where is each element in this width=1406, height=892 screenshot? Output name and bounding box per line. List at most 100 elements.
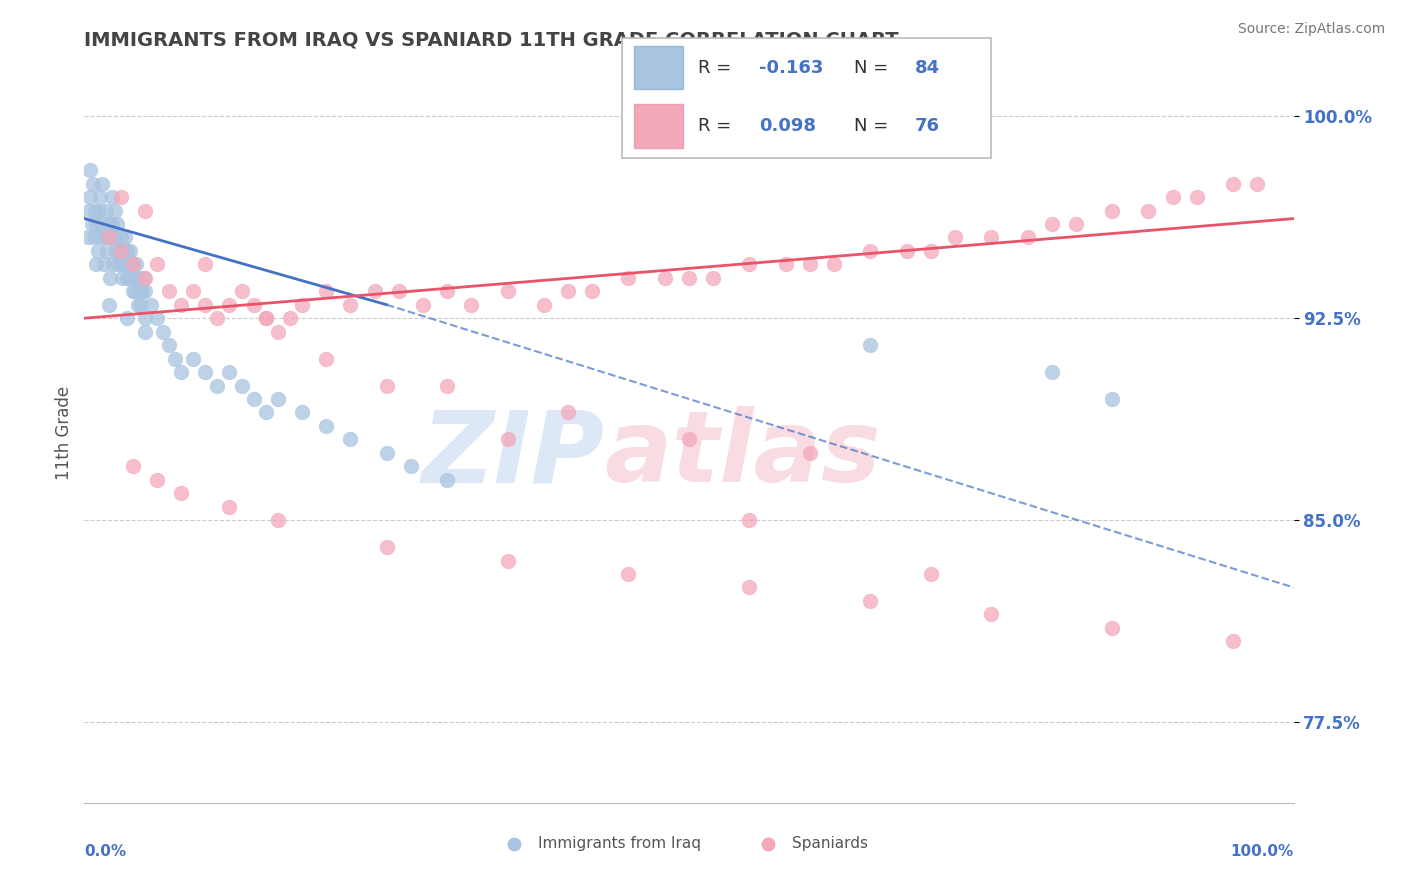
Point xyxy=(436,473,458,487)
Point xyxy=(218,298,240,312)
Point xyxy=(1064,217,1087,231)
Text: N =: N = xyxy=(853,117,894,136)
Point xyxy=(738,513,761,527)
Point xyxy=(86,244,108,258)
Point xyxy=(146,473,169,487)
Point xyxy=(121,257,143,271)
Point xyxy=(170,365,193,379)
Point xyxy=(859,594,882,608)
Point xyxy=(654,270,676,285)
Point xyxy=(115,311,138,326)
Point xyxy=(121,257,143,271)
Point xyxy=(399,459,422,474)
Point xyxy=(115,244,138,258)
Point xyxy=(218,500,240,514)
Point xyxy=(125,257,148,271)
Point xyxy=(1017,230,1039,244)
Point xyxy=(110,244,132,258)
Point xyxy=(83,230,105,244)
Point xyxy=(533,298,555,312)
Point xyxy=(170,298,193,312)
Point xyxy=(97,217,120,231)
Point xyxy=(799,446,821,460)
Point xyxy=(218,365,240,379)
Point xyxy=(254,405,277,419)
Point xyxy=(460,298,482,312)
Point xyxy=(94,230,117,244)
Point xyxy=(242,392,264,406)
Point xyxy=(107,257,129,271)
Point xyxy=(738,257,761,271)
Point xyxy=(291,298,314,312)
Point xyxy=(110,190,132,204)
Point xyxy=(980,230,1002,244)
Point xyxy=(1101,621,1123,635)
Point xyxy=(104,203,127,218)
Point xyxy=(104,230,127,244)
Point xyxy=(146,257,169,271)
Point xyxy=(278,311,301,326)
Point xyxy=(86,257,108,271)
Point xyxy=(1137,203,1160,218)
Text: Source: ZipAtlas.com: Source: ZipAtlas.com xyxy=(1237,22,1385,37)
Point xyxy=(112,257,135,271)
Point xyxy=(920,244,942,258)
Point xyxy=(291,405,314,419)
Point xyxy=(315,285,337,299)
Point xyxy=(1101,203,1123,218)
Point xyxy=(90,230,112,244)
Point xyxy=(181,351,204,366)
Point xyxy=(91,177,114,191)
Point xyxy=(207,311,229,326)
Point xyxy=(375,378,398,392)
Point xyxy=(105,217,128,231)
Point xyxy=(112,244,135,258)
Point xyxy=(315,351,337,366)
Point xyxy=(120,244,142,258)
Point xyxy=(146,311,169,326)
Point xyxy=(1040,365,1063,379)
Text: Immigrants from Iraq: Immigrants from Iraq xyxy=(538,836,700,851)
Point xyxy=(181,285,204,299)
Point xyxy=(412,298,434,312)
FancyBboxPatch shape xyxy=(634,104,683,148)
Point xyxy=(101,190,124,204)
Point xyxy=(86,217,108,231)
Point xyxy=(121,459,143,474)
Point xyxy=(93,257,115,271)
Point xyxy=(1185,190,1208,204)
Point xyxy=(207,378,229,392)
Point xyxy=(1246,177,1268,191)
Point xyxy=(114,230,136,244)
Point xyxy=(617,270,640,285)
Point xyxy=(363,285,385,299)
Point xyxy=(194,365,217,379)
Point xyxy=(121,257,143,271)
Point xyxy=(121,285,143,299)
Point xyxy=(115,270,138,285)
Text: Spaniards: Spaniards xyxy=(792,836,868,851)
Point xyxy=(134,270,156,285)
Point xyxy=(79,163,101,178)
Point xyxy=(738,581,761,595)
Text: R =: R = xyxy=(699,59,737,77)
Point xyxy=(267,513,290,527)
Text: atlas: atlas xyxy=(605,407,880,503)
Point xyxy=(118,270,141,285)
Point xyxy=(557,285,579,299)
Point xyxy=(77,203,100,218)
Point xyxy=(267,392,290,406)
Point xyxy=(89,190,111,204)
Text: -0.163: -0.163 xyxy=(759,59,824,77)
Point xyxy=(134,325,156,339)
Point xyxy=(375,540,398,554)
Point xyxy=(980,607,1002,622)
Point xyxy=(557,405,579,419)
FancyBboxPatch shape xyxy=(623,38,991,158)
Point xyxy=(165,351,187,366)
Point xyxy=(267,325,290,339)
Point xyxy=(1040,217,1063,231)
Point xyxy=(775,257,797,271)
Point xyxy=(91,217,114,231)
Point xyxy=(110,257,132,271)
